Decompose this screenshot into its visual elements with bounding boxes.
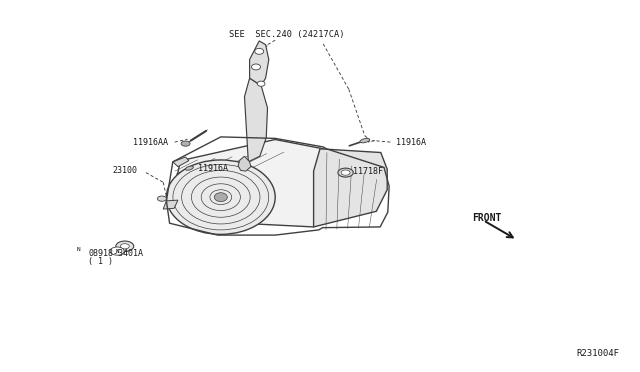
Text: 11916A: 11916A xyxy=(396,138,426,147)
Polygon shape xyxy=(250,41,269,86)
Text: R231004F: R231004F xyxy=(577,349,620,358)
Text: ( 1 ): ( 1 ) xyxy=(88,257,113,266)
Text: 23100: 23100 xyxy=(112,166,137,175)
Ellipse shape xyxy=(110,247,124,255)
Polygon shape xyxy=(173,157,189,167)
Ellipse shape xyxy=(186,166,193,170)
Ellipse shape xyxy=(166,160,275,234)
Ellipse shape xyxy=(360,138,370,143)
Text: 11916A: 11916A xyxy=(198,164,228,173)
Ellipse shape xyxy=(214,193,227,202)
Polygon shape xyxy=(244,78,268,162)
Ellipse shape xyxy=(120,244,129,249)
Ellipse shape xyxy=(181,141,190,146)
Text: 11718F: 11718F xyxy=(353,167,383,176)
Text: SEE  SEC.240 (24217CA): SEE SEC.240 (24217CA) xyxy=(229,30,344,39)
Text: N: N xyxy=(115,248,119,254)
Text: N: N xyxy=(77,247,81,253)
Polygon shape xyxy=(238,156,251,171)
Polygon shape xyxy=(314,149,387,227)
Ellipse shape xyxy=(157,196,166,201)
Polygon shape xyxy=(163,200,178,209)
Ellipse shape xyxy=(257,81,265,86)
Text: 11916AA: 11916AA xyxy=(133,138,168,147)
Ellipse shape xyxy=(252,64,260,70)
Text: 08918-3401A: 08918-3401A xyxy=(88,249,143,258)
Ellipse shape xyxy=(341,170,350,175)
Polygon shape xyxy=(172,140,326,227)
Ellipse shape xyxy=(255,48,264,54)
Ellipse shape xyxy=(116,241,134,251)
Text: FRONT: FRONT xyxy=(472,213,502,222)
Ellipse shape xyxy=(338,168,353,177)
